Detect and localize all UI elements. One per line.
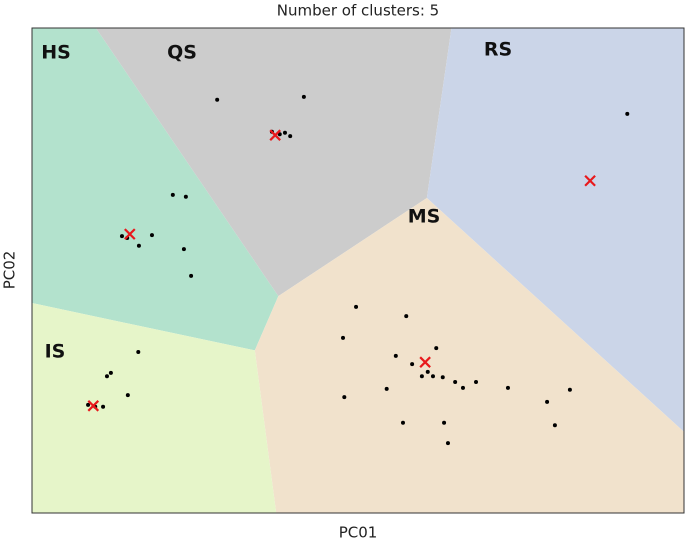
cluster-label: IS: [45, 341, 66, 363]
data-point: [410, 362, 415, 367]
data-point: [567, 387, 572, 392]
data-point: [101, 404, 106, 409]
cluster-label: HS: [41, 42, 71, 64]
data-point: [301, 94, 306, 99]
cluster-region: [32, 28, 279, 351]
chart-title: Number of clusters: 5: [277, 2, 439, 20]
centroid-marker: [87, 400, 100, 412]
centroid-marker: [269, 129, 281, 141]
cluster-region: [32, 303, 277, 513]
data-point: [136, 243, 141, 248]
data-point: [119, 234, 124, 239]
data-point: [189, 273, 194, 278]
data-point: [183, 194, 188, 199]
data-point: [282, 130, 287, 135]
data-point: [341, 335, 346, 340]
data-point: [425, 369, 430, 374]
cluster-label: MS: [408, 206, 441, 228]
data-point: [149, 233, 154, 238]
plot-frame: [31, 27, 685, 514]
data-point: [354, 304, 359, 309]
data-point: [445, 441, 450, 446]
data-point: [86, 402, 91, 407]
centroid-marker: [419, 356, 431, 368]
data-point: [384, 386, 389, 391]
plot-area: HS QS RS MS IS: [31, 27, 685, 514]
x-axis-label: PC01: [339, 524, 378, 542]
data-point: [181, 247, 186, 252]
centroid-marker: [124, 228, 136, 240]
data-point: [170, 192, 175, 197]
cluster-region: [426, 28, 684, 432]
data-point: [440, 375, 445, 380]
data-point: [505, 385, 510, 390]
data-point: [404, 314, 409, 319]
data-point: [419, 374, 424, 379]
cluster-label: QS: [167, 42, 197, 64]
data-point: [625, 111, 630, 116]
cluster-region: [95, 28, 452, 297]
data-point: [453, 380, 458, 385]
data-point: [460, 385, 465, 390]
data-point: [277, 132, 282, 137]
y-axis-label: PC02: [1, 251, 19, 290]
data-point: [442, 420, 447, 425]
data-point: [545, 399, 550, 404]
data-point: [474, 380, 479, 385]
data-point: [552, 423, 557, 428]
centroid-marker: [584, 174, 596, 187]
data-point: [125, 393, 130, 398]
data-point: [393, 353, 398, 358]
data-point: [104, 374, 109, 379]
data-point: [136, 349, 141, 354]
data-point: [400, 420, 405, 425]
data-point: [108, 370, 113, 375]
data-point: [288, 134, 293, 139]
data-point: [215, 97, 220, 102]
cluster-label: RS: [484, 39, 512, 61]
data-point: [430, 374, 435, 379]
cluster-region: [254, 198, 684, 513]
data-point: [434, 346, 439, 351]
data-point: [342, 395, 347, 400]
